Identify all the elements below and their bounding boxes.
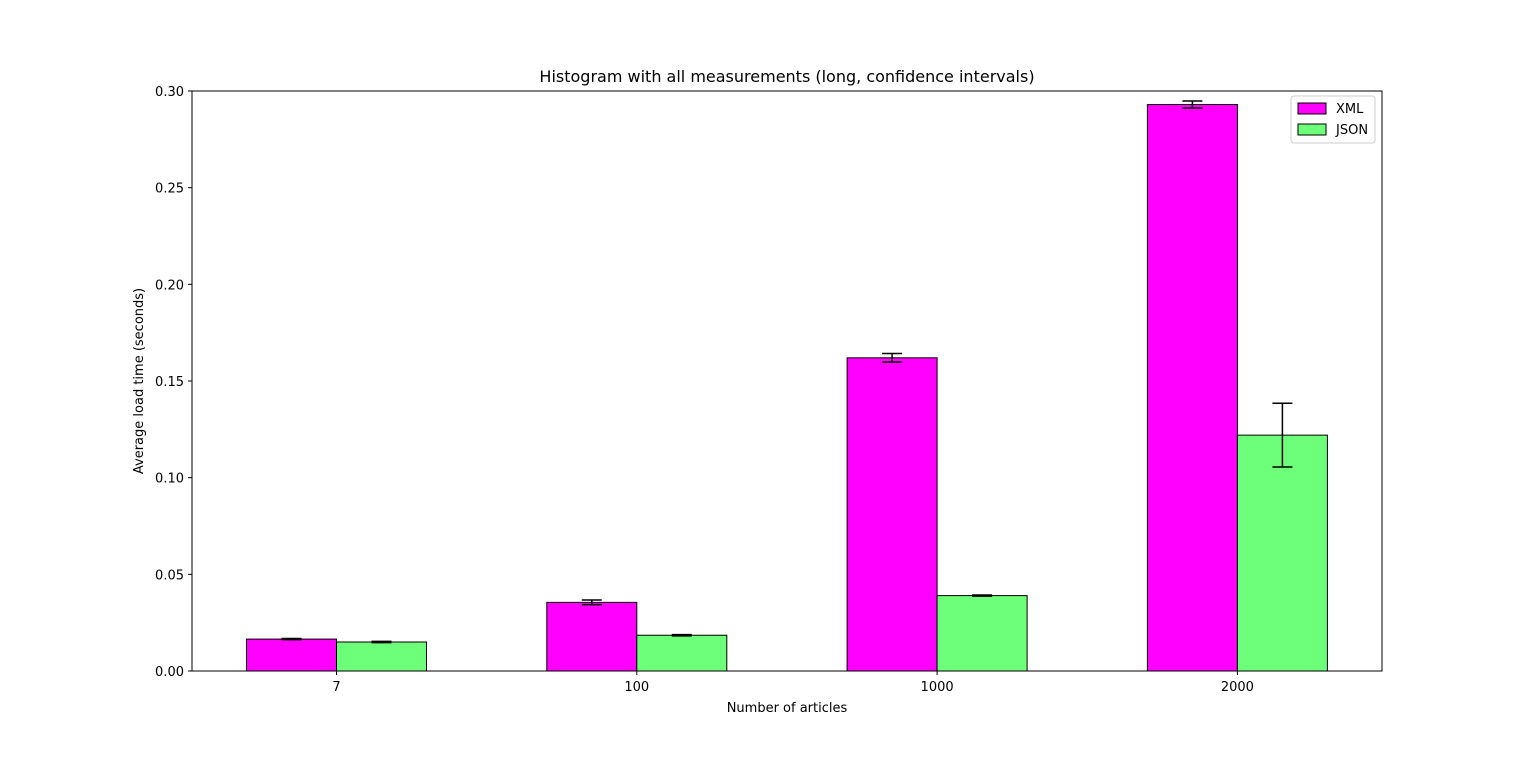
x-axis-label: Number of articles (727, 701, 848, 716)
x-tick-label: 2000 (1221, 680, 1254, 695)
y-tick-label: 0.15 (155, 375, 184, 390)
bars (246, 104, 1328, 672)
bar-json (936, 595, 1028, 672)
x-tick-label: 1000 (921, 680, 954, 695)
bar-xml (246, 638, 337, 672)
y-tick-label: 0.20 (155, 278, 184, 293)
legend-label-xml: XML (1336, 102, 1364, 117)
bar-xml (546, 601, 638, 672)
legend-swatch-json (1297, 123, 1327, 136)
bar-xml (846, 357, 938, 672)
error-bars (281, 100, 1293, 644)
y-axis-label: Average load time (seconds) (132, 288, 147, 474)
bar-json (336, 641, 427, 672)
bar-json (1236, 434, 1328, 672)
legend: XML JSON (1290, 95, 1376, 144)
bar-xml (1146, 104, 1238, 672)
y-tick-label: 0.10 (155, 472, 184, 487)
y-axis-ticks: 0.00 0.05 0.10 0.15 0.20 0.25 0.30 (155, 85, 192, 680)
x-tick-label: 100 (624, 680, 649, 695)
y-tick-label: 0.05 (155, 568, 184, 583)
legend-label-json: JSON (1335, 123, 1368, 138)
y-tick-label: 0.25 (155, 182, 184, 197)
y-tick-label: 0.00 (155, 665, 184, 680)
bar-json (636, 634, 728, 672)
y-tick-label: 0.30 (155, 85, 184, 100)
chart-title: Histogram with all measurements (long, c… (539, 67, 1034, 86)
x-tick-label: 7 (332, 680, 340, 695)
legend-swatch-xml (1297, 102, 1327, 115)
x-axis-ticks: 7 100 1000 2000 (332, 671, 1254, 695)
plot-area-frame (191, 90, 1383, 672)
